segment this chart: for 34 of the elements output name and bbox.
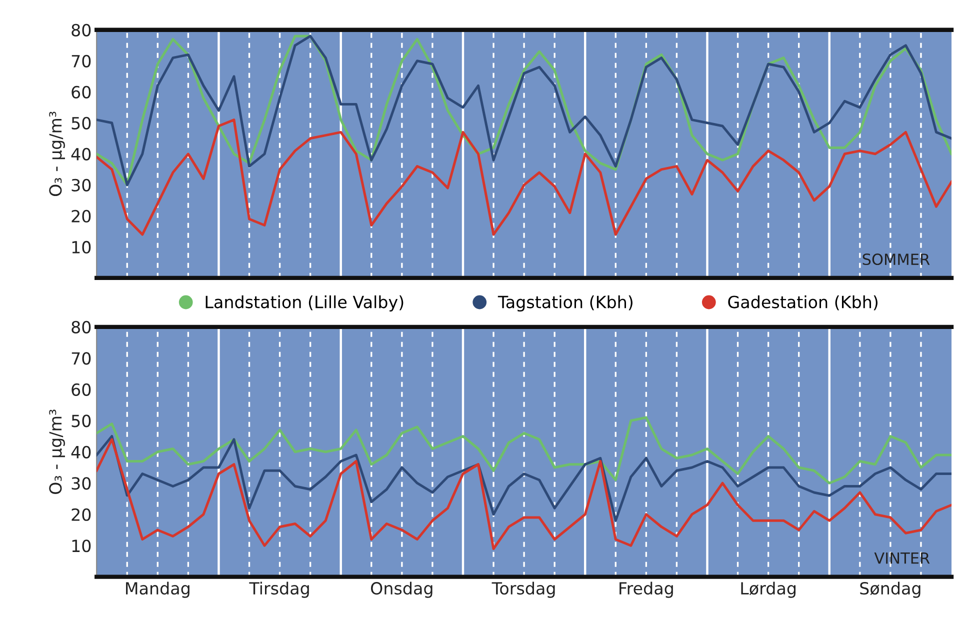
y-tick-label: 70 — [72, 352, 91, 365]
x-tick-label: Lørdag — [741, 582, 796, 598]
x-tick-label: Torsdag — [492, 582, 555, 598]
annotation: VINTER — [874, 552, 930, 564]
line-series — [96, 435, 952, 522]
annotation: SOMMER — [862, 253, 930, 266]
legend-label: Gadestation (Kbh) — [728, 295, 878, 310]
y-tick-label: 70 — [72, 54, 91, 68]
x-tick-label: Onsdag — [370, 582, 432, 598]
y-tick-label: 80 — [72, 24, 91, 36]
y-tick-label: 30 — [72, 477, 91, 490]
line-series — [96, 416, 952, 484]
line-series — [96, 438, 952, 550]
y-axis-title: O₃ - µg/m³ — [49, 112, 65, 196]
y-tick-label: 60 — [72, 383, 91, 396]
x-tick-label: Fredag — [620, 582, 673, 598]
y-tick-label: 60 — [72, 86, 91, 98]
legend-label: Tagstation (Kbh) — [498, 295, 632, 312]
x-tick-label: Mandag — [126, 582, 190, 598]
y-tick-label: 20 — [72, 210, 91, 222]
line-series — [96, 118, 952, 236]
y-tick-label: 10 — [72, 540, 91, 552]
y-axis-title: O₃ - µg/m³ — [49, 410, 65, 494]
x-tick-label: Tirsdag — [249, 582, 309, 598]
y-tick-label: 30 — [72, 178, 91, 192]
legend-label: Landstation (Lille Valby) — [206, 295, 404, 312]
y-tick-label: 80 — [72, 320, 91, 334]
x-tick-label: Søndag — [860, 582, 920, 598]
y-tick-label: 20 — [72, 508, 91, 521]
y-tick-label: 50 — [72, 116, 91, 130]
y-tick-label: 40 — [71, 446, 91, 458]
y-tick-label: 10 — [72, 240, 91, 254]
y-tick-label: 50 — [72, 414, 91, 428]
y-tick-label: 40 — [71, 148, 91, 160]
